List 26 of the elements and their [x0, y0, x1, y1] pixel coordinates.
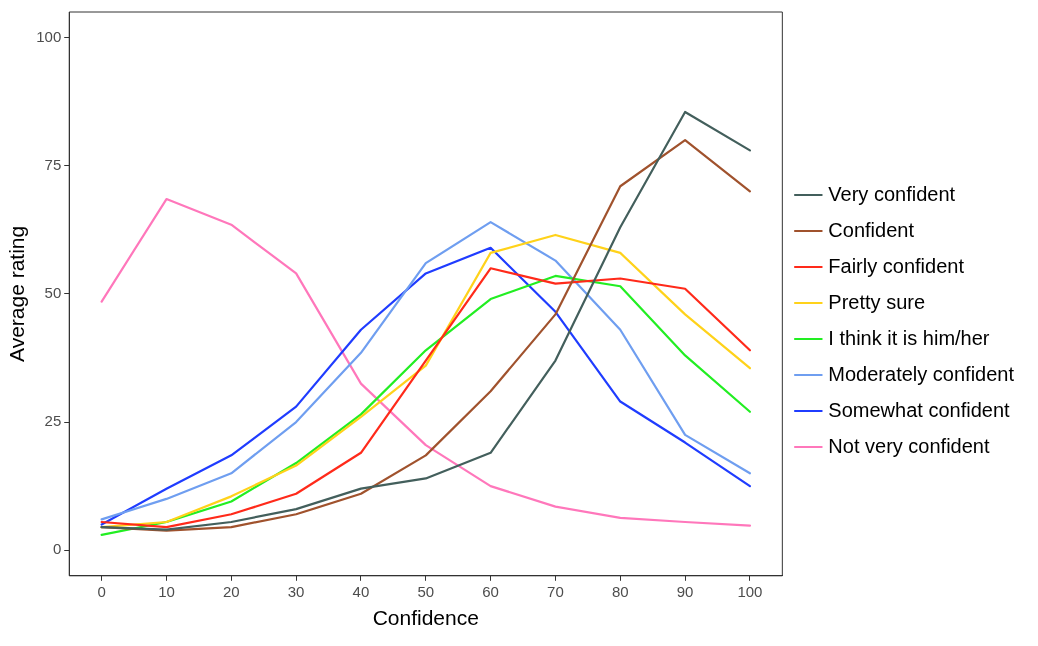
y-tick-label: 50 — [44, 284, 62, 302]
x-tick-label: 0 — [97, 582, 106, 600]
x-axis-title: Confidence — [372, 606, 479, 630]
legend-label: Confident — [828, 218, 915, 241]
y-tick-label: 75 — [44, 155, 62, 173]
legend-label: I think it is him/her — [828, 326, 990, 349]
x-tick-label: 80 — [611, 582, 629, 600]
x-tick-label: 70 — [547, 582, 564, 600]
x-tick-label: 20 — [222, 582, 240, 600]
legend-label: Very confident — [828, 182, 956, 205]
y-tick-label: 25 — [44, 412, 62, 430]
x-tick-label: 40 — [352, 582, 370, 600]
y-tick-label: 100 — [36, 27, 62, 45]
legend-label: Fairly confident — [828, 254, 965, 277]
x-tick-label: 90 — [676, 582, 694, 600]
x-tick-label: 60 — [482, 582, 499, 600]
legend-label: Somewhat confident — [828, 398, 1010, 421]
legend-label: Not very confident — [828, 434, 990, 457]
y-tick-label: 0 — [52, 540, 62, 558]
legend-label: Moderately confident — [828, 362, 1015, 385]
x-tick-label: 30 — [287, 582, 305, 600]
x-tick-label: 50 — [417, 582, 435, 600]
legend-label: Pretty sure — [828, 290, 926, 313]
y-axis-title: Average rating — [5, 225, 29, 362]
x-tick-label: 10 — [158, 582, 175, 600]
x-tick-label: 100 — [737, 582, 763, 600]
